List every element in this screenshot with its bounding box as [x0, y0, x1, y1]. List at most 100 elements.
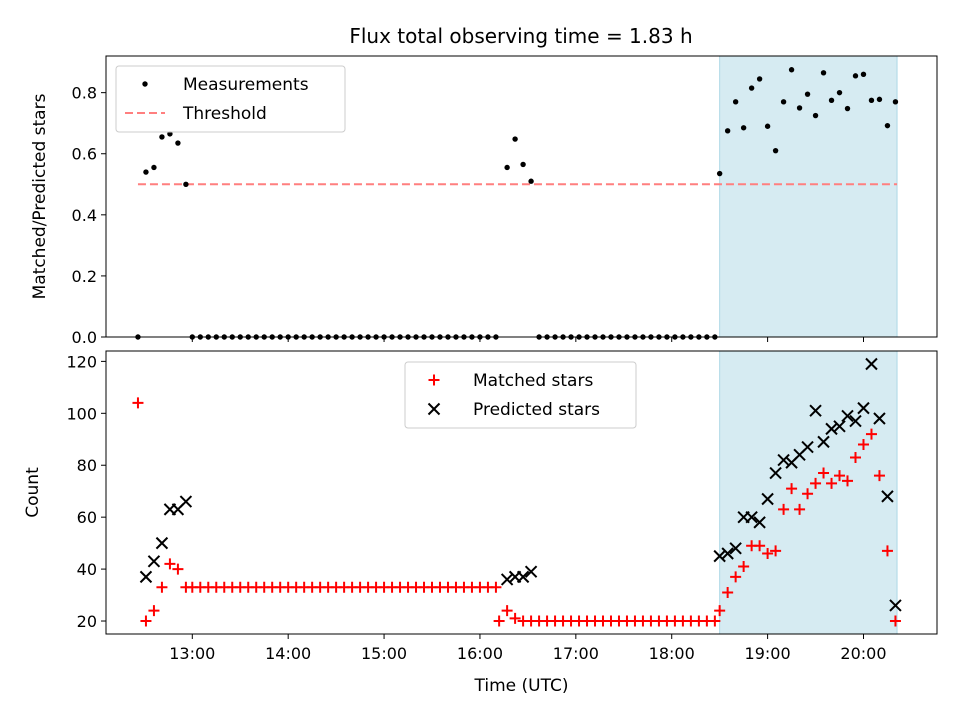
bottom-y-tick-label: 40	[77, 560, 97, 579]
predicted-star-marker	[179, 495, 193, 508]
measurement-point	[884, 122, 891, 129]
top-y-tick-label: 0.6	[72, 145, 97, 164]
predicted-star-marker	[817, 435, 830, 449]
matched-star-marker	[709, 615, 721, 627]
top-y-tick-label: 0.8	[72, 84, 97, 103]
measurement-point	[828, 97, 835, 103]
x-tick-label: 18:00	[649, 644, 695, 663]
predicted-star-marker	[713, 549, 726, 563]
bottom-y-tick-label: 120	[66, 352, 97, 371]
matched-star-marker	[164, 558, 176, 570]
legend-marker-matched	[428, 374, 440, 386]
predicted-star-marker	[801, 440, 814, 454]
predicted-star-marker	[721, 547, 734, 560]
top-panel: 0.00.20.40.60.8 Matched/Predicted stars …	[30, 55, 938, 347]
measurement-point	[724, 128, 731, 134]
matched-star-marker	[834, 470, 846, 482]
bottom-y-tick-label: 100	[66, 404, 97, 423]
x-tick-label: 20:00	[840, 644, 886, 663]
measurement-point	[836, 89, 843, 96]
measurement-point	[804, 91, 811, 97]
matched-star-marker	[842, 475, 854, 487]
matched-star-marker	[714, 605, 726, 617]
predicted-star-marker	[524, 565, 538, 578]
predicted-star-marker	[849, 414, 862, 428]
matched-star-marker	[881, 545, 893, 557]
measurement-point	[780, 99, 787, 105]
measurement-point	[167, 131, 173, 137]
matched-star-marker	[818, 467, 830, 479]
measurement-point	[772, 147, 779, 154]
bottom-legend: Matched stars Predicted stars	[404, 361, 637, 429]
predicted-star-marker	[809, 404, 822, 417]
matched-star-marker	[762, 548, 774, 560]
legend-label-matched: Matched stars	[473, 371, 593, 391]
predicted-star-marker	[889, 599, 902, 612]
top-axes-frame	[105, 55, 938, 338]
predicted-star-marker	[729, 542, 742, 555]
measurement-point	[796, 105, 803, 111]
matched-star-marker	[770, 545, 782, 557]
predicted-star-marker	[769, 466, 782, 480]
matched-star-marker	[156, 581, 168, 593]
measurement-point	[748, 85, 755, 91]
matched-star-marker	[172, 563, 184, 575]
legend-label-threshold: Threshold	[182, 104, 267, 124]
measurement-point	[788, 67, 795, 73]
measurement-point	[756, 76, 763, 82]
x-tick-label: 14:00	[265, 644, 311, 663]
x-tick-label: 16:00	[457, 644, 503, 663]
measurement-point	[812, 112, 819, 119]
matched-star-marker	[490, 581, 502, 593]
matched-star-marker	[148, 605, 160, 617]
predicted-star-marker	[500, 573, 514, 586]
measurement-point	[175, 140, 181, 146]
predicted-star-marker	[516, 570, 530, 584]
legend-marker-measurements	[142, 81, 148, 87]
predicted-star-marker	[745, 510, 758, 524]
bottom-y-tick-label: 80	[77, 456, 97, 475]
measurement-point	[876, 96, 883, 103]
matched-star-marker	[501, 605, 513, 617]
top-y-tick-label: 0.2	[72, 267, 97, 286]
x-axis-label: Time (UTC)	[474, 676, 569, 696]
matched-star-marker	[794, 503, 806, 515]
predicted-star-marker	[881, 490, 894, 503]
predicted-star-marker	[777, 453, 790, 467]
matched-star-marker	[722, 586, 734, 598]
measurement-point	[868, 97, 875, 103]
bottom-legend-box	[404, 361, 637, 429]
matched-star-marker	[857, 438, 869, 450]
measurement-point	[860, 71, 867, 78]
matched-star-marker	[730, 571, 742, 583]
predicted-star-marker	[857, 401, 870, 415]
predicted-star-marker	[139, 570, 153, 584]
predicted-star-marker	[155, 536, 169, 550]
matched-star-marker	[786, 483, 798, 495]
measurement-point	[183, 181, 189, 187]
matched-star-marker	[509, 612, 521, 624]
predicted-star-marker	[761, 492, 774, 506]
bottom-axes-frame	[105, 350, 938, 635]
measurement-point	[844, 105, 851, 112]
measurement-point	[151, 164, 157, 171]
matched-star-marker	[849, 451, 861, 463]
legend-label-predicted: Predicted stars	[473, 400, 600, 420]
matched-star-marker	[802, 488, 814, 500]
x-tick-label: 17:00	[553, 644, 599, 663]
measurement-point	[852, 73, 859, 79]
bottom-y-axis-label: Count	[23, 467, 43, 518]
chart-title: Flux total observing time = 1.83 h	[349, 24, 692, 48]
predicted-star-marker	[833, 420, 846, 433]
matched-star-marker	[738, 560, 750, 572]
measurement-point	[520, 161, 526, 168]
measurement-point	[892, 99, 899, 105]
x-tick-label: 19:00	[745, 644, 791, 663]
matched-star-marker	[873, 470, 885, 482]
x-tick-label: 15:00	[361, 644, 407, 663]
predicted-star-marker	[865, 357, 878, 371]
legend-marker-predicted	[427, 402, 441, 416]
measurement-point	[504, 164, 510, 171]
predicted-star-marker	[753, 516, 766, 529]
